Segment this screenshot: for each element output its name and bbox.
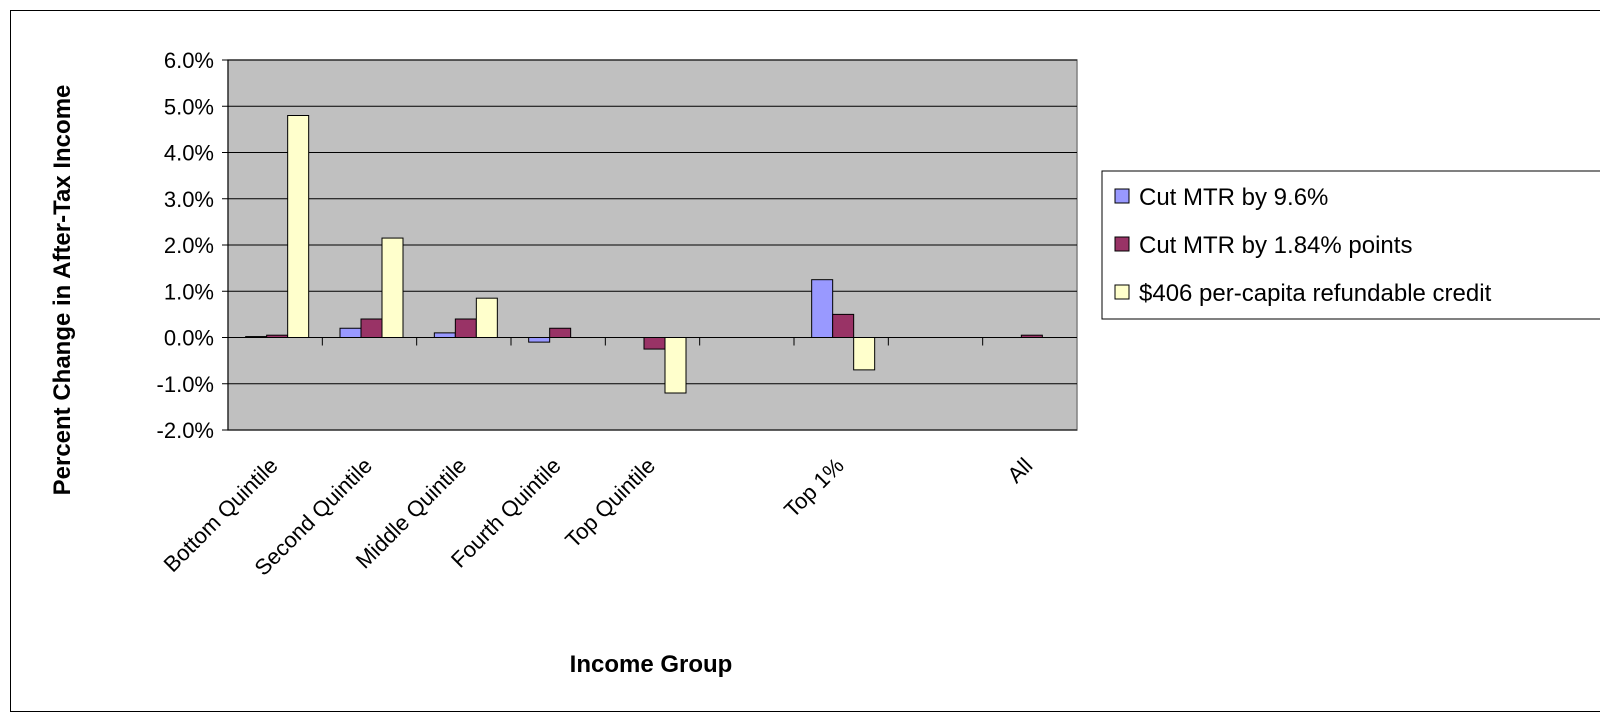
bar [664, 337, 687, 394]
bar [832, 313, 855, 338]
x-tick-label: All [1002, 453, 1037, 488]
bar [643, 337, 666, 350]
bar [381, 237, 404, 338]
y-tick-label: 1.0% [164, 279, 214, 304]
y-tick-label: 3.0% [164, 187, 214, 212]
y-tick-label: 0.0% [164, 326, 214, 351]
legend-label: $406 per-capita refundable credit [1139, 280, 1492, 307]
bar [287, 115, 310, 338]
legend: Cut MTR by 9.6% Cut MTR by 1.84% points $4… [1101, 170, 1600, 320]
legend-swatch [1114, 236, 1130, 252]
legend-label: Cut MTR by 1.84% points [1139, 232, 1412, 259]
bar [454, 318, 477, 338]
legend-swatch [1114, 284, 1130, 300]
bar [360, 318, 383, 338]
y-tick-label: 4.0% [164, 141, 214, 166]
y-axis-title: Percent Change in After-Tax Income [49, 85, 76, 496]
bar [853, 337, 876, 371]
bar [528, 337, 551, 343]
y-tick-label: -2.0% [157, 418, 214, 443]
bar [811, 279, 834, 338]
legend-box [1101, 170, 1600, 320]
chart-frame: 6.0% 5.0% 4.0% 3.0% 2.0% 1.0% 0.0% -1.0% -2.0% Bo… [10, 10, 1600, 712]
y-tick-label: -1.0% [157, 372, 214, 397]
x-tick-label: Top 1% [779, 453, 849, 523]
x-axis-title: Income Group [570, 651, 733, 678]
bar [549, 327, 572, 338]
bar [475, 297, 498, 338]
y-tick-label: 5.0% [164, 94, 214, 119]
x-tick-label: Top Quintile [560, 453, 660, 553]
bar [433, 332, 456, 338]
bar [339, 327, 362, 338]
legend-label: Cut MTR by 9.6% [1139, 184, 1328, 211]
bar-chart: 6.0%5.0%4.0%3.0%2.0%1.0%0.0%-1.0%-2.0%Bo… [49, 48, 1600, 678]
y-tick-label: 2.0% [164, 233, 214, 258]
legend-swatch [1114, 188, 1130, 204]
y-tick-label: 6.0% [164, 48, 214, 73]
